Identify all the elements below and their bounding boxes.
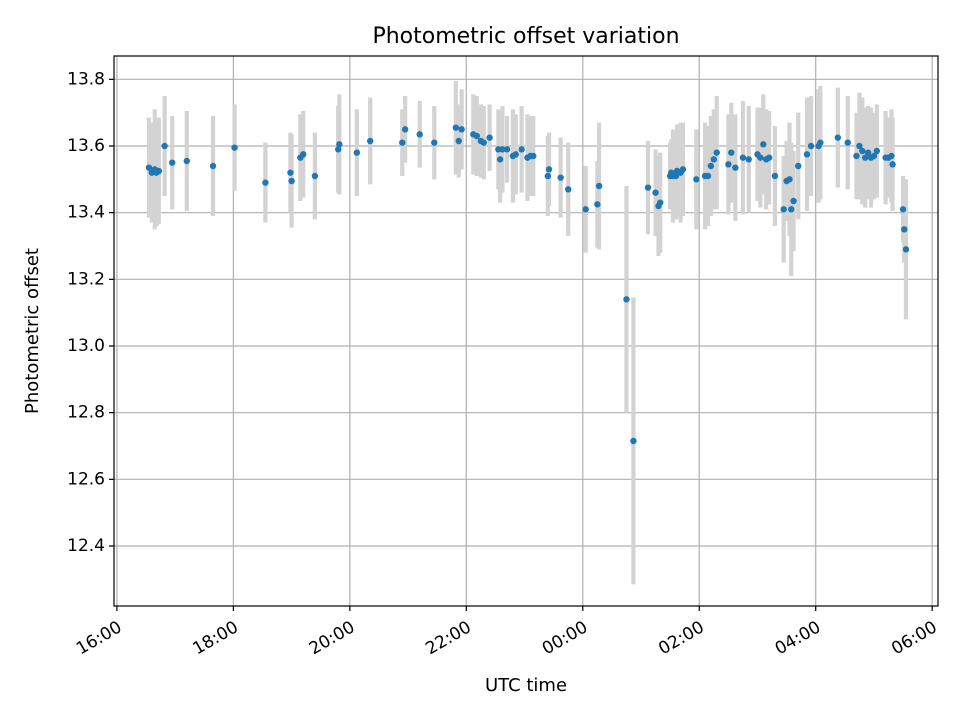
data-point <box>757 154 764 161</box>
data-point <box>873 147 881 155</box>
y-tick-label: 13.6 <box>67 136 105 156</box>
data-point <box>209 162 217 170</box>
data-point <box>595 182 603 190</box>
y-tick-label: 13.0 <box>67 336 105 356</box>
data-point <box>416 131 423 138</box>
data-point <box>183 157 190 165</box>
data-point <box>594 201 601 208</box>
data-point <box>817 139 824 146</box>
data-point <box>431 139 438 146</box>
data-point <box>864 149 872 156</box>
data-point <box>512 151 520 158</box>
y-tick-label: 13.2 <box>67 269 105 289</box>
y-tick-label: 13.8 <box>67 69 105 89</box>
data-points <box>145 124 910 445</box>
data-point <box>623 296 630 303</box>
data-point <box>739 154 747 161</box>
data-point <box>795 162 802 170</box>
data-point <box>844 139 851 146</box>
data-point <box>652 189 659 196</box>
data-point <box>788 206 795 213</box>
chart-title: Photometric offset variation <box>372 24 679 49</box>
data-point <box>565 186 572 193</box>
data-point <box>901 226 908 233</box>
y-tick-label: 12.4 <box>67 536 105 556</box>
data-point <box>745 156 752 163</box>
data-point <box>889 161 896 168</box>
data-point <box>545 166 553 173</box>
data-point <box>480 139 487 146</box>
data-point <box>707 162 715 170</box>
data-point <box>452 124 460 131</box>
data-point <box>544 172 552 180</box>
data-point <box>353 149 361 156</box>
y-axis-label: Photometric offset <box>22 248 43 414</box>
y-tick-label: 12.8 <box>67 403 105 423</box>
data-point <box>725 161 732 168</box>
data-point <box>710 156 718 163</box>
y-axis-ticks: 12.4 12.6 12.8 13.0 13.2 13.4 13.6 13.8 <box>67 69 114 556</box>
y-tick-label: 13.4 <box>67 203 105 223</box>
data-point <box>657 199 664 206</box>
data-point <box>803 151 811 158</box>
data-point <box>902 246 910 253</box>
data-point <box>334 146 342 153</box>
data-point <box>557 174 564 181</box>
data-point <box>503 146 511 153</box>
data-point <box>155 167 163 175</box>
data-point <box>145 164 153 171</box>
data-point <box>455 137 462 145</box>
data-point <box>300 151 307 158</box>
data-point <box>496 156 504 163</box>
data-point <box>834 134 842 141</box>
data-point <box>704 172 712 180</box>
data-point <box>530 152 537 160</box>
data-point <box>367 137 374 145</box>
data-point <box>853 152 860 160</box>
data-point <box>760 141 767 148</box>
y-tick-label: 12.6 <box>67 469 105 489</box>
data-point <box>856 142 863 150</box>
data-point <box>870 152 878 160</box>
data-point <box>288 177 295 185</box>
data-point <box>732 164 739 171</box>
data-point <box>672 172 680 180</box>
data-point <box>888 152 895 160</box>
data-point <box>262 179 269 186</box>
data-point <box>499 146 506 153</box>
data-point <box>728 149 735 156</box>
data-point <box>473 132 480 140</box>
data-point <box>693 176 700 183</box>
data-point <box>486 134 493 141</box>
x-axis-label: UTC time <box>485 675 567 696</box>
data-point <box>807 142 815 150</box>
data-point <box>287 169 294 176</box>
data-point <box>401 126 409 133</box>
data-point <box>644 184 652 191</box>
plot-frame <box>113 55 939 607</box>
data-point <box>518 146 525 153</box>
grid-lines <box>114 56 938 606</box>
data-point <box>786 176 793 183</box>
data-point <box>458 126 465 133</box>
data-point <box>161 142 168 150</box>
data-point <box>859 147 866 155</box>
data-point <box>399 139 406 146</box>
data-point <box>862 154 869 161</box>
data-point <box>765 154 773 161</box>
data-point <box>780 206 787 213</box>
data-point <box>311 172 319 180</box>
data-point <box>713 149 720 156</box>
data-point <box>630 437 637 445</box>
data-point <box>899 206 907 213</box>
data-point <box>582 206 589 213</box>
data-point <box>771 172 779 180</box>
data-point <box>679 166 687 173</box>
data-point <box>790 197 797 205</box>
data-point <box>336 141 343 148</box>
data-point <box>231 144 238 151</box>
data-point <box>169 159 176 166</box>
